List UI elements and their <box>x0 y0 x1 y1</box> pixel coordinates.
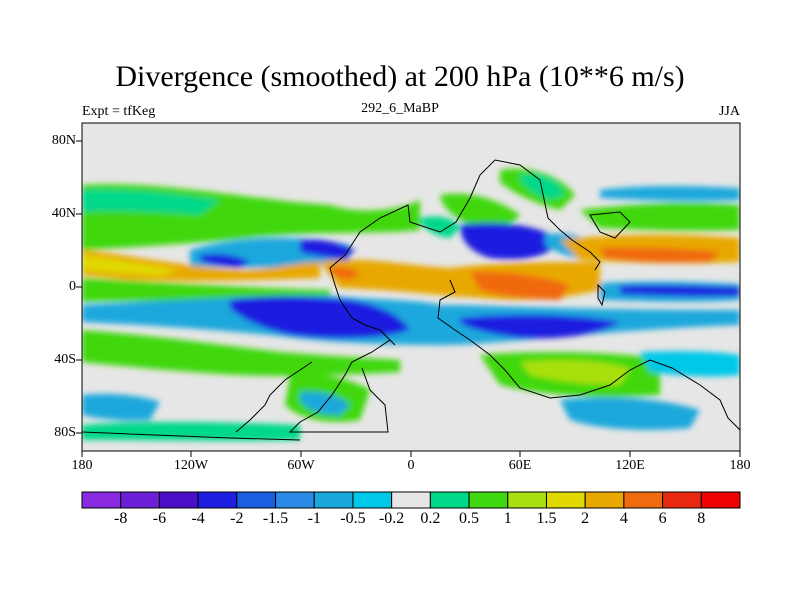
colorbar-swatch <box>352 491 393 509</box>
x-tick-label: 60W <box>287 458 315 473</box>
colorbar-label: -4 <box>191 510 205 527</box>
colorbar-swatch <box>236 491 277 509</box>
colorbar <box>81 491 741 509</box>
colorbar-label: -1 <box>307 510 321 527</box>
colorbar-swatch <box>623 491 664 509</box>
colorbar-label: 6 <box>658 510 667 527</box>
x-tick-label: 0 <box>407 458 415 473</box>
colorbar-label: -1.5 <box>262 510 289 527</box>
x-tick-label: 120E <box>615 458 645 473</box>
x-tick-label: 60E <box>508 458 532 473</box>
colorbar-label: 0.5 <box>459 510 480 527</box>
colorbar-swatch <box>391 491 431 509</box>
plot-title: Divergence (smoothed) at 200 hPa (10**6 … <box>115 60 685 93</box>
colorbar-swatch <box>313 491 354 509</box>
map-field <box>82 123 740 451</box>
colorbar-swatch <box>81 491 122 509</box>
colorbar-label: 1.5 <box>536 510 557 527</box>
colorbar-label: -8 <box>114 510 128 527</box>
colorbar-swatch <box>158 491 199 509</box>
y-tick-label: 0 <box>69 279 76 294</box>
colorbar-swatch <box>429 491 470 509</box>
colorbar-label: -0.2 <box>378 510 405 527</box>
y-tick-label: 40S <box>54 352 76 367</box>
colorbar-swatch <box>468 491 509 509</box>
colorbar-label: 2 <box>581 510 590 527</box>
colorbar-swatch <box>700 491 741 509</box>
season-label: JJA <box>718 104 740 119</box>
colorbar-swatch <box>275 491 315 509</box>
y-tick-label: 40N <box>51 206 76 221</box>
colorbar-swatch <box>507 491 547 509</box>
colorbar-swatch <box>662 491 702 509</box>
colorbar-label: -0.5 <box>340 510 366 527</box>
x-tick-label: 180 <box>729 458 751 473</box>
colorbar-swatch <box>545 491 586 509</box>
y-tick-label: 80N <box>51 133 76 148</box>
colorbar-label: 0.2 <box>420 510 441 527</box>
colorbar-label: 4 <box>619 510 628 527</box>
y-tick-label: 80S <box>54 425 76 440</box>
colorbar-swatch <box>584 491 625 509</box>
colorbar-swatch <box>197 491 238 509</box>
tick-marks <box>76 140 741 457</box>
colorbar-label: -6 <box>152 510 167 527</box>
colorbar-swatch <box>120 491 160 509</box>
colorbar-label: 1 <box>503 510 512 527</box>
x-tick-label: 120W <box>173 458 209 473</box>
subtitle: 292_6_MaBP <box>361 101 439 116</box>
coastline <box>82 159 740 441</box>
colorbar-label: 8 <box>697 510 706 527</box>
colorbar-label: -2 <box>230 510 244 527</box>
experiment-label: Expt = tfKeg <box>82 104 156 119</box>
x-tick-label: 180 <box>71 458 93 473</box>
